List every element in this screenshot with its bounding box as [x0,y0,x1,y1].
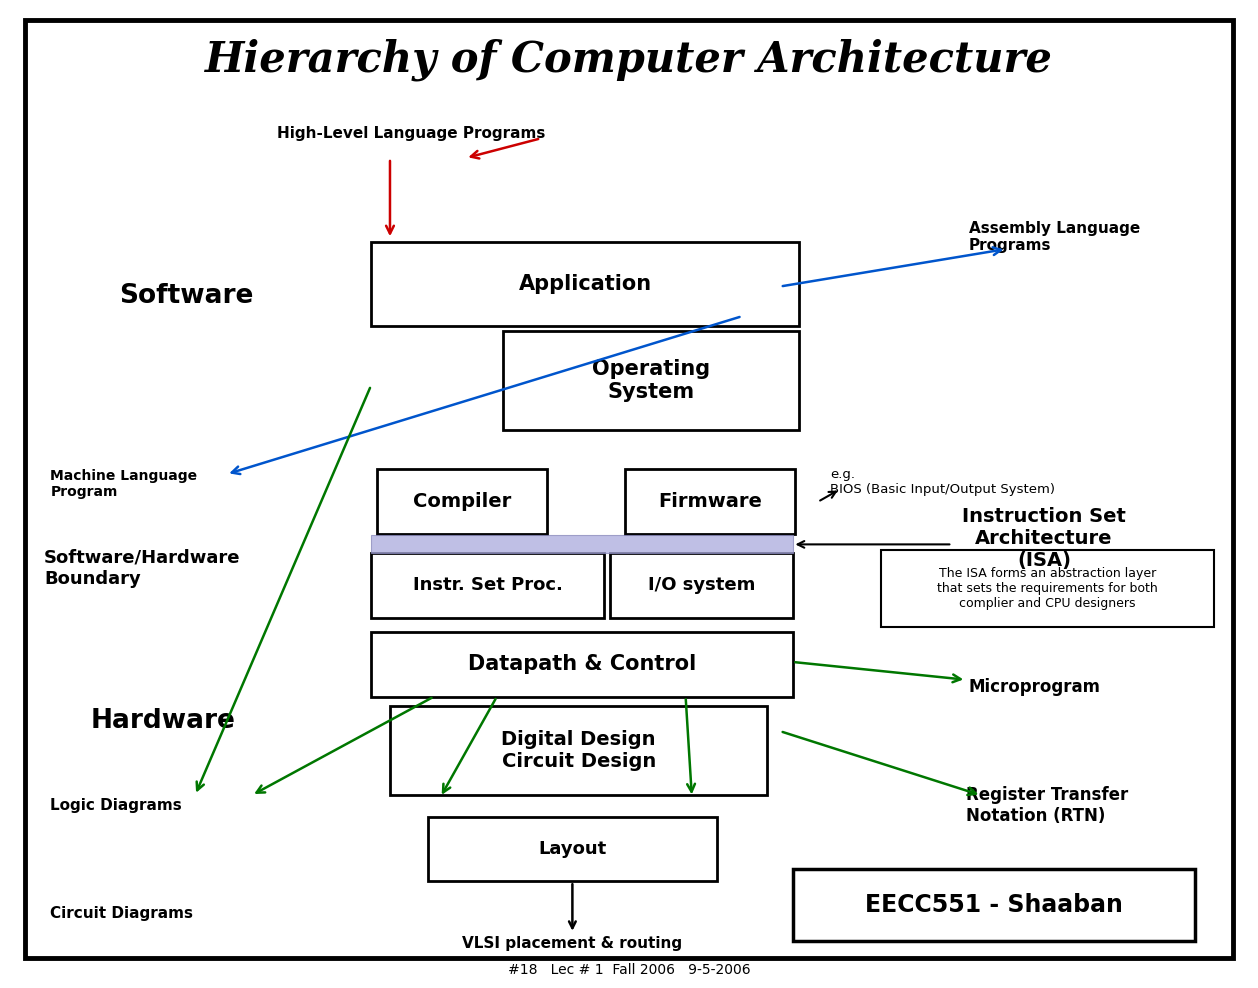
Bar [503,331,799,430]
Text: Operating
System: Operating System [593,359,710,402]
Text: Digital Design
Circuit Design: Digital Design Circuit Design [502,730,655,772]
Text: Datapath & Control: Datapath & Control [468,654,696,675]
Bar [371,632,793,697]
Text: Layout: Layout [538,840,606,859]
Bar [390,706,767,795]
Text: Software/Hardware
Boundary: Software/Hardware Boundary [44,548,240,588]
Text: Compiler: Compiler [413,492,512,511]
Bar [371,535,793,553]
Text: Circuit Diagrams: Circuit Diagrams [50,906,194,922]
Bar [371,242,799,326]
Text: Hierarchy of Computer Architecture: Hierarchy of Computer Architecture [205,38,1053,81]
Text: I/O system: I/O system [648,576,755,595]
Text: Instruction Set
Architecture
(ISA): Instruction Set Architecture (ISA) [962,507,1126,570]
Text: Microprogram: Microprogram [969,678,1101,696]
Text: The ISA forms an abstraction layer
that sets the requirements for both
complier : The ISA forms an abstraction layer that … [937,567,1157,611]
Bar [428,817,717,881]
Text: EECC551 - Shaaban: EECC551 - Shaaban [866,893,1122,917]
Text: Register Transfer
Notation (RTN): Register Transfer Notation (RTN) [966,785,1128,825]
Bar [881,550,1214,627]
Text: Hardware: Hardware [91,708,235,734]
Text: e.g.
BIOS (Basic Input/Output System): e.g. BIOS (Basic Input/Output System) [830,468,1055,496]
Bar [625,469,795,534]
Text: Software: Software [120,284,254,309]
Text: Application: Application [518,274,652,294]
Text: Instr. Set Proc.: Instr. Set Proc. [413,576,562,595]
Text: Machine Language
Program: Machine Language Program [50,469,198,499]
Bar [793,869,1195,941]
Text: Logic Diagrams: Logic Diagrams [50,797,182,813]
Text: Assembly Language
Programs: Assembly Language Programs [969,221,1140,253]
Text: VLSI placement & routing: VLSI placement & routing [463,936,682,951]
Bar [377,469,547,534]
Bar [610,553,793,618]
Text: Firmware: Firmware [658,492,762,511]
Bar [371,553,604,618]
Text: High-Level Language Programs: High-Level Language Programs [277,125,545,141]
Text: #18   Lec # 1  Fall 2006   9-5-2006: #18 Lec # 1 Fall 2006 9-5-2006 [508,963,750,977]
